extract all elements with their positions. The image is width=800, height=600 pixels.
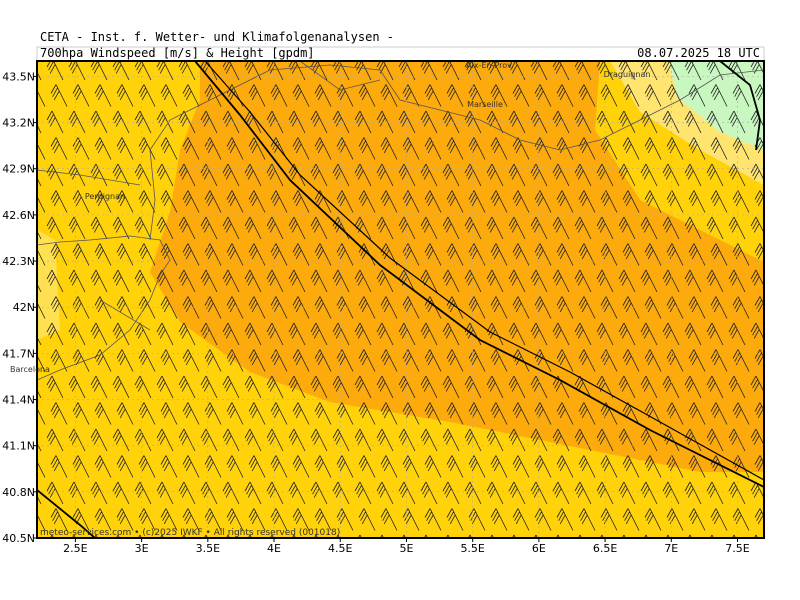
x-tick-label: 4.5E (328, 542, 352, 555)
header-title: CETA - Inst. f. Wetter- und Klimafolgena… (40, 30, 394, 44)
city-label: Draguignan (604, 70, 651, 79)
x-tick-label: 6E (532, 542, 546, 555)
wind-region (668, 61, 764, 150)
city-label: Aix-En-Prov. (466, 61, 514, 70)
y-tick-label: 42.3N (2, 255, 35, 268)
wind-region (37, 230, 60, 340)
y-tick-label: 41.4N (2, 394, 35, 407)
x-tick-label: 3.5E (196, 542, 220, 555)
wind-region (150, 61, 764, 472)
city-label: Marseille (467, 100, 503, 109)
city-label: Barcelona (10, 365, 50, 374)
y-tick-label: 41.1N (2, 440, 35, 453)
footer: meteo-services.com • (c)2025 IWKF • All … (40, 528, 340, 538)
x-tick-label: 4E (267, 542, 281, 555)
city-label: Perpignan (85, 192, 125, 201)
x-tick-label: 7.5E (725, 542, 749, 555)
date: 08.07.2025 18 UTC (637, 46, 760, 60)
y-tick-label: 42N (13, 301, 35, 314)
x-tick-label: 5.5E (460, 542, 484, 555)
coastline (37, 61, 764, 381)
wind-barb (37, 61, 764, 538)
y-tick-label: 41.7N (2, 347, 35, 360)
map-area: Aix-En-Prov. Draguignan Marseille Perpignan (37, 61, 764, 538)
x-tick-label: 7E (664, 542, 678, 555)
y-tick-label: 43.5N (2, 70, 35, 83)
y-tick-label: 40.5N (2, 532, 35, 545)
y-tick-label: 40.8N (2, 486, 35, 499)
wind-barbs (37, 61, 764, 538)
y-tick-label: 43.2N (2, 117, 35, 130)
height-contour (37, 61, 764, 538)
subtitle: 700hpa Windspeed [m/s] & Height [gpdm] (40, 46, 315, 60)
map-frame (36, 60, 765, 539)
y-tick-label: 42.9N (2, 163, 35, 176)
x-tick-label: 2.5E (63, 542, 87, 555)
x-tick-label: 5E (399, 542, 413, 555)
y-tick-label: 42.6N (2, 209, 35, 222)
x-tick-label: 3E (135, 542, 149, 555)
x-tick-label: 6.5E (593, 542, 617, 555)
